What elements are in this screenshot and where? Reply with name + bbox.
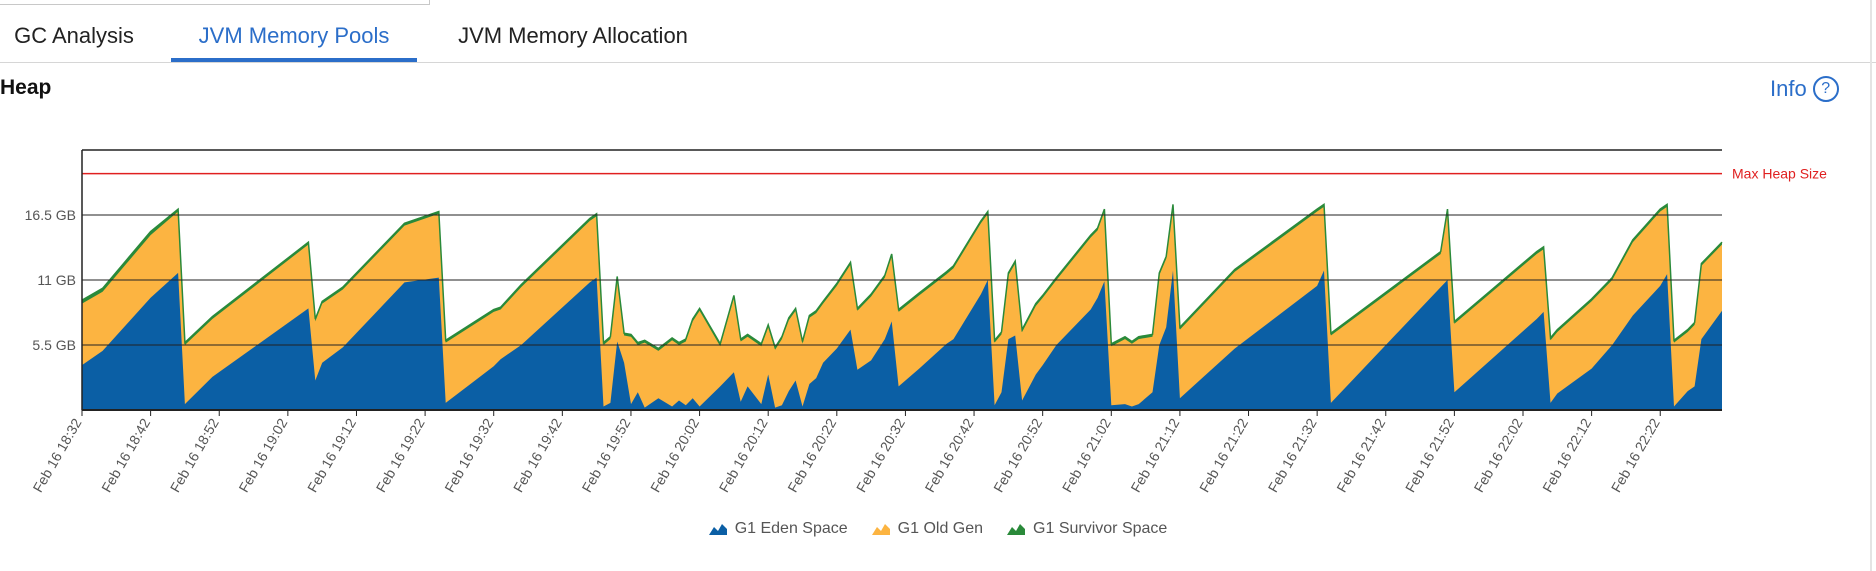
x-tick-label-12: Feb 16 20:32	[853, 415, 908, 495]
x-tick-label-1: Feb 16 18:42	[98, 415, 153, 495]
legend: G1 Eden Space G1 Old Gen G1 Survivor Spa…	[0, 520, 1876, 538]
x-tick-label-3: Feb 16 19:02	[235, 415, 290, 495]
info-label: Info	[1770, 76, 1807, 101]
x-tick-label-21: Feb 16 22:02	[1470, 415, 1525, 495]
page-title: Heap	[0, 76, 52, 99]
max-heap-label: Max Heap Size	[1732, 166, 1827, 182]
scrollbar[interactable]	[1870, 0, 1872, 571]
tab-gc-analysis[interactable]: GC Analysis	[14, 23, 134, 48]
x-tick-label-8: Feb 16 19:52	[578, 415, 633, 495]
x-tick-label-16: Feb 16 21:12	[1127, 415, 1182, 495]
x-tick-label-6: Feb 16 19:32	[441, 415, 496, 495]
x-tick-label-13: Feb 16 20:42	[922, 415, 977, 495]
x-tick-label-22: Feb 16 22:12	[1539, 415, 1594, 495]
question-circle-icon: ?	[1812, 76, 1839, 102]
x-tick-label-7: Feb 16 19:42	[510, 415, 565, 495]
series-survivor-line	[81, 203, 1723, 350]
tab-jvm-memory-allocation[interactable]: JVM Memory Allocation	[458, 23, 688, 48]
x-tick-label-17: Feb 16 21:22	[1196, 415, 1251, 495]
x-tick-label-23: Feb 16 22:22	[1608, 415, 1663, 495]
x-tick-label-5: Feb 16 19:22	[373, 415, 428, 495]
heap-chart: 5.5 GB 11 GB 16.5 GB Max Heap Size Feb 16 18…	[25, 149, 1827, 495]
tab-bar: GC Analysis JVM Memory Pools JVM Memory …	[0, 0, 1876, 63]
legend-item-survivor[interactable]: G1 Survivor Space	[1007, 520, 1167, 538]
y-tick-label-1: 11 GB	[37, 272, 76, 288]
x-tick-label-11: Feb 16 20:22	[784, 415, 839, 495]
x-tick-label-19: Feb 16 21:42	[1333, 415, 1388, 495]
legend-label-eden: G1 Eden Space	[734, 520, 848, 537]
x-tick-label-20: Feb 16 21:52	[1402, 415, 1457, 495]
x-tick-label-4: Feb 16 19:12	[304, 415, 359, 495]
eden-area-icon	[708, 524, 727, 535]
survivor-area-icon	[1007, 524, 1026, 535]
legend-item-old-gen[interactable]: G1 Old Gen	[871, 520, 984, 538]
top-search-box[interactable]	[0, 0, 430, 5]
series-eden-area	[82, 270, 1722, 410]
x-tick-label-10: Feb 16 20:12	[716, 415, 771, 495]
old-gen-area-icon	[871, 524, 890, 535]
x-tick-label-9: Feb 16 20:02	[647, 415, 702, 495]
x-tick-label-0: Feb 16 18:32	[29, 415, 84, 495]
x-tick-label-15: Feb 16 21:02	[1059, 415, 1114, 495]
y-tick-label-0: 5.5 GB	[32, 337, 76, 353]
legend-item-eden[interactable]: G1 Eden Space	[708, 520, 848, 538]
tab-jvm-memory-pools[interactable]: JVM Memory Pools	[171, 20, 417, 62]
legend-label-survivor: G1 Survivor Space	[1033, 520, 1168, 537]
x-tick-label-2: Feb 16 18:52	[167, 415, 222, 495]
x-tick-label-14: Feb 16 20:52	[990, 415, 1045, 495]
y-tick-label-2: 16.5 GB	[25, 207, 76, 223]
x-tick-label-18: Feb 16 21:32	[1265, 415, 1320, 495]
info-button[interactable]: Info ?	[1770, 76, 1839, 102]
legend-label-old-gen: G1 Old Gen	[897, 520, 984, 537]
